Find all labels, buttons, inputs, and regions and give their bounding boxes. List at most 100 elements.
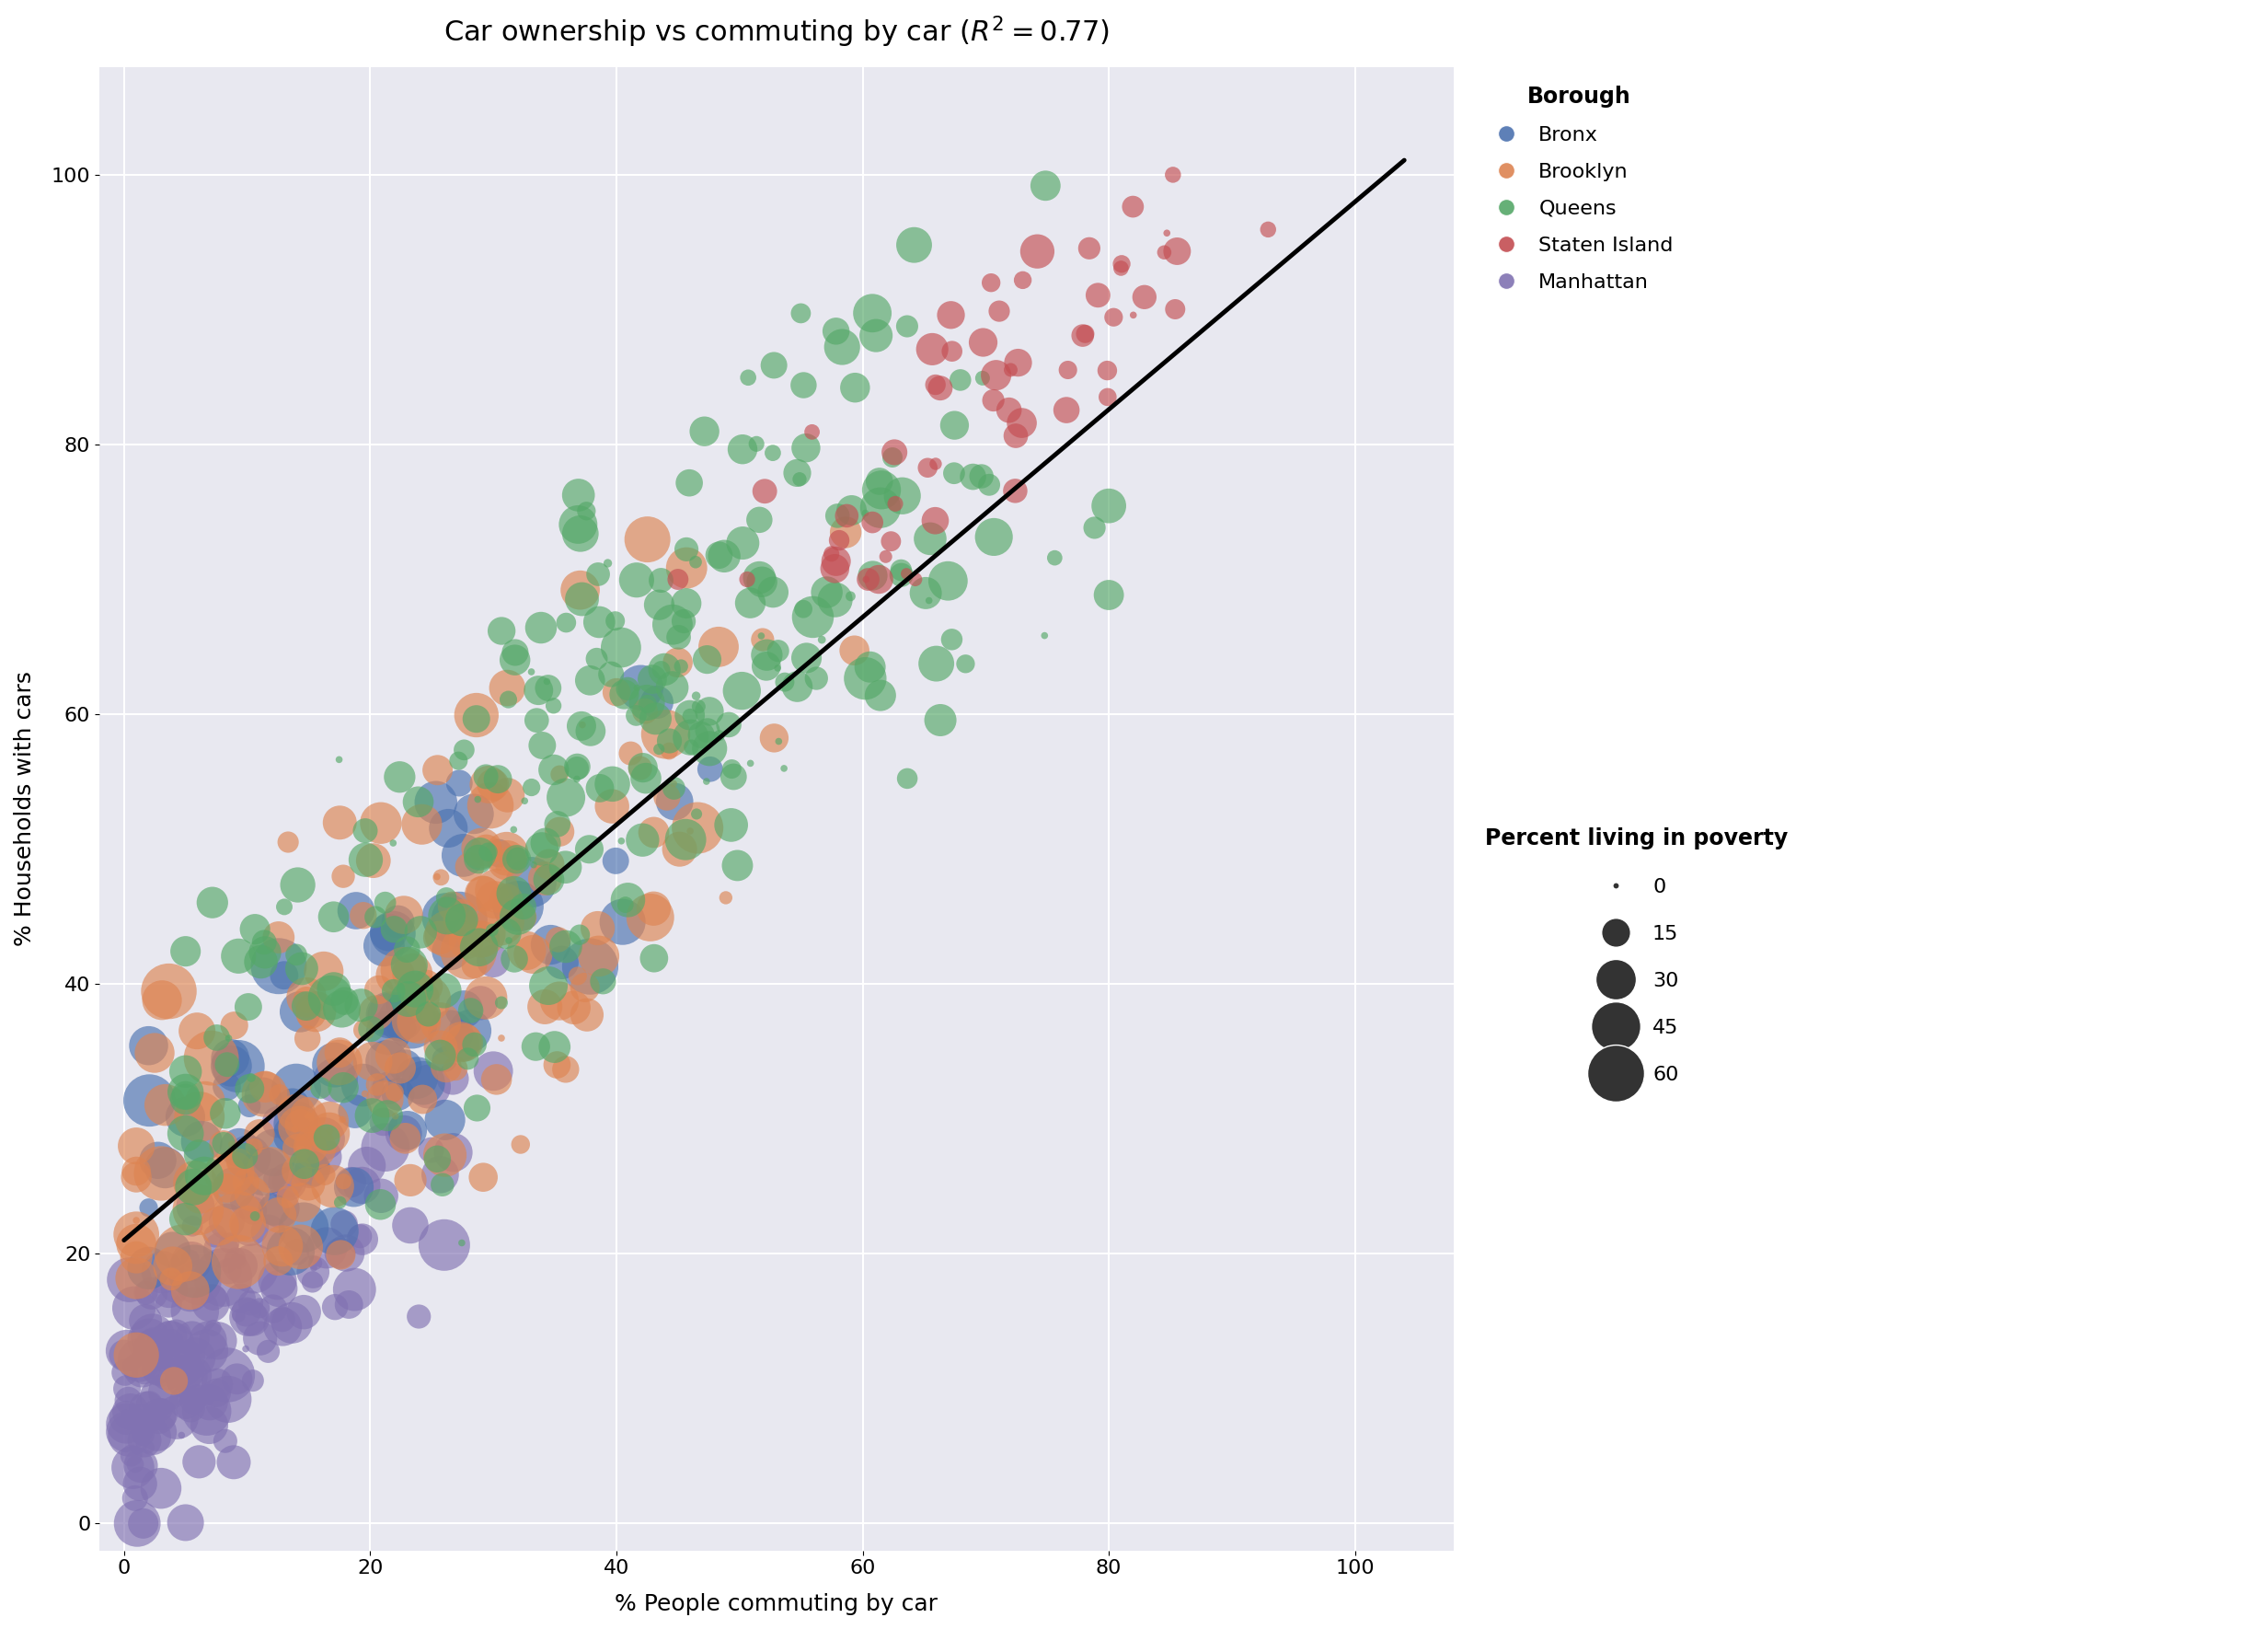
Point xyxy=(118,1165,154,1191)
Point xyxy=(168,1510,204,1536)
Point xyxy=(249,1339,286,1365)
Point xyxy=(376,977,413,1003)
Point xyxy=(118,1232,154,1258)
Point xyxy=(147,1362,184,1388)
Point xyxy=(467,837,503,863)
Point xyxy=(417,790,454,816)
Point xyxy=(175,1214,211,1240)
Point xyxy=(889,560,925,586)
Point xyxy=(125,1398,161,1424)
Point xyxy=(1000,350,1036,376)
Point xyxy=(132,1088,168,1114)
Point xyxy=(231,1145,268,1171)
Point xyxy=(547,1056,583,1082)
Point xyxy=(188,1385,225,1411)
Point xyxy=(912,588,948,614)
Point xyxy=(247,1074,284,1100)
Point xyxy=(422,1010,458,1036)
Point xyxy=(463,990,499,1016)
Point xyxy=(122,1453,159,1479)
Point xyxy=(490,674,526,700)
Point xyxy=(381,764,417,790)
Point xyxy=(193,1046,229,1072)
Y-axis label: % Households with cars: % Households with cars xyxy=(14,671,36,946)
Point xyxy=(456,953,492,979)
Point xyxy=(460,935,497,961)
Point xyxy=(322,1049,358,1075)
Point xyxy=(435,1065,472,1091)
Point xyxy=(284,1189,320,1215)
Point xyxy=(367,1087,404,1113)
Point xyxy=(562,922,599,948)
Point xyxy=(855,510,891,536)
Point xyxy=(780,459,816,485)
Point xyxy=(168,938,204,964)
Point xyxy=(882,562,919,588)
Point xyxy=(932,301,968,327)
Point xyxy=(687,769,723,795)
Point xyxy=(701,723,737,749)
Point xyxy=(689,647,726,673)
Point xyxy=(356,847,392,873)
Point xyxy=(456,1031,492,1057)
Point xyxy=(569,498,606,525)
Point xyxy=(204,1264,240,1290)
Point xyxy=(503,1132,540,1158)
Point xyxy=(261,953,297,979)
Point xyxy=(857,323,894,349)
Point xyxy=(159,1321,195,1347)
Point xyxy=(497,647,533,673)
Point xyxy=(308,1124,345,1150)
Point xyxy=(476,886,513,912)
Point xyxy=(937,461,973,487)
Point xyxy=(193,1390,229,1416)
Point xyxy=(1145,239,1182,266)
Point xyxy=(524,614,560,640)
Point xyxy=(497,881,533,907)
Point xyxy=(229,1210,265,1236)
Point xyxy=(1048,397,1084,424)
Point xyxy=(549,785,585,811)
Point xyxy=(293,1000,329,1026)
Point xyxy=(810,580,846,606)
Point xyxy=(458,705,494,731)
Point xyxy=(154,1328,191,1354)
Point xyxy=(209,1209,245,1235)
Point xyxy=(506,893,542,919)
Point xyxy=(206,1100,243,1126)
Point xyxy=(642,736,678,762)
Point xyxy=(349,1153,386,1179)
Point xyxy=(188,1337,225,1363)
Point xyxy=(578,645,615,671)
Point xyxy=(531,674,567,700)
Point xyxy=(798,665,835,691)
Point xyxy=(671,818,708,844)
Point xyxy=(850,567,887,593)
Point xyxy=(1154,161,1191,187)
Point xyxy=(141,1419,177,1445)
Point xyxy=(581,609,617,635)
Point xyxy=(156,1276,193,1302)
Point xyxy=(481,841,517,867)
Point xyxy=(392,1168,429,1194)
Point xyxy=(708,885,744,911)
Point xyxy=(649,722,685,748)
Point xyxy=(209,1175,245,1201)
Point xyxy=(279,1075,315,1101)
Point xyxy=(295,1254,331,1280)
Point xyxy=(141,1403,177,1429)
Point xyxy=(687,419,723,445)
Point xyxy=(270,1184,306,1210)
Point xyxy=(354,1016,390,1043)
Point xyxy=(723,678,760,704)
Point xyxy=(236,1256,272,1282)
Point xyxy=(172,1279,209,1305)
Point xyxy=(560,754,596,780)
Point xyxy=(322,1241,358,1267)
Point xyxy=(426,977,463,1003)
Point xyxy=(113,1443,150,1469)
Point xyxy=(515,852,551,878)
Point xyxy=(120,1347,156,1373)
Point xyxy=(372,1002,408,1028)
Point xyxy=(755,580,792,606)
